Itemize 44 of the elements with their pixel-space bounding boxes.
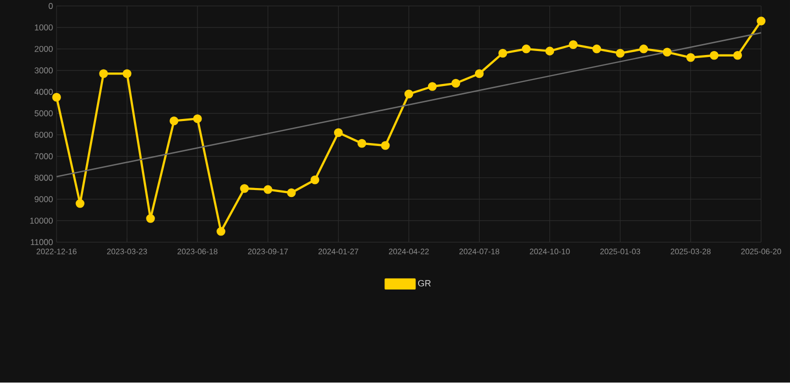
point xyxy=(193,114,202,124)
point xyxy=(99,69,108,78)
y-tick-label: 0 xyxy=(48,3,53,10)
point xyxy=(592,44,602,54)
point xyxy=(428,82,437,92)
point xyxy=(522,44,531,54)
point xyxy=(498,49,508,58)
y-tick-label: 7000 xyxy=(34,153,53,160)
point xyxy=(686,53,696,62)
y-tick-label: 11000 xyxy=(30,239,53,246)
y-tick-label: 6000 xyxy=(34,132,53,138)
point xyxy=(52,93,61,102)
point xyxy=(122,69,132,78)
y-tick-label: 8000 xyxy=(34,174,53,181)
y-tick-label: 3000 xyxy=(34,68,53,74)
point xyxy=(662,48,672,57)
point xyxy=(733,51,742,60)
point xyxy=(264,185,272,194)
point xyxy=(170,116,178,126)
point xyxy=(216,227,226,236)
point xyxy=(310,176,320,184)
point xyxy=(710,51,719,60)
y-tick-label: 1000 xyxy=(34,24,53,31)
point xyxy=(545,46,554,56)
point xyxy=(756,16,766,26)
point xyxy=(287,188,296,198)
y-tick-label: 2000 xyxy=(34,46,53,52)
y-tick-label: 10000 xyxy=(30,218,53,224)
point xyxy=(451,79,460,88)
point xyxy=(404,90,414,99)
point xyxy=(240,184,249,194)
point xyxy=(380,141,390,150)
y-tick-label: 5000 xyxy=(34,110,53,116)
point xyxy=(616,49,625,58)
point xyxy=(474,69,484,78)
point xyxy=(568,40,578,50)
y-tick-label: 9000 xyxy=(34,196,53,202)
legend-label: GR xyxy=(418,280,431,287)
point xyxy=(357,139,366,148)
point xyxy=(639,44,648,54)
y-tick-label: 4000 xyxy=(34,89,53,96)
point xyxy=(76,199,84,208)
point xyxy=(146,214,155,224)
point xyxy=(334,128,343,138)
